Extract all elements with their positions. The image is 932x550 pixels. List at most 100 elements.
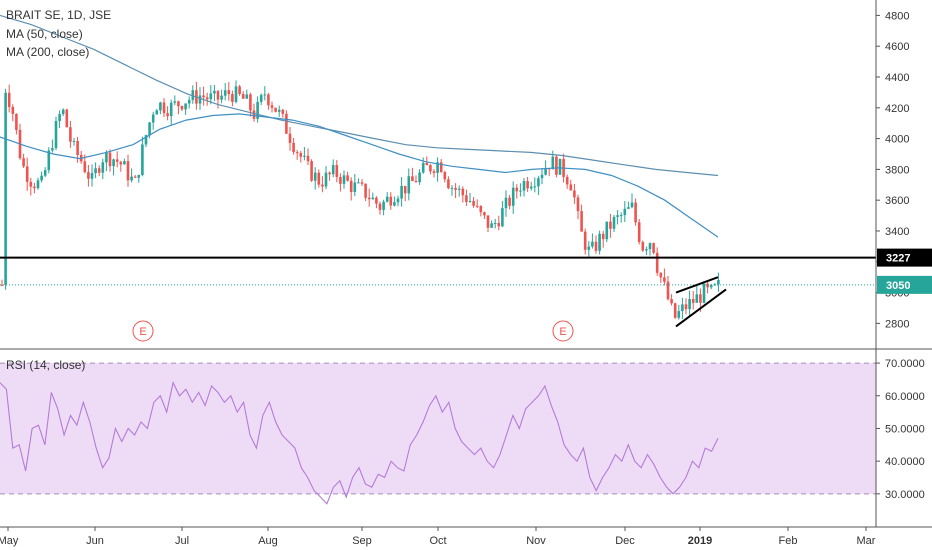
time-tick-label: Jun bbox=[86, 535, 104, 547]
candle-body bbox=[360, 182, 364, 184]
candle-body bbox=[612, 216, 616, 229]
price-tick-label: 4400 bbox=[885, 72, 909, 84]
candle-body bbox=[299, 153, 303, 157]
candle-body bbox=[274, 107, 277, 112]
rsi-tick-label: 40.0000 bbox=[885, 456, 925, 468]
rsi-tick-label: 70.0000 bbox=[885, 358, 925, 370]
candle-body bbox=[169, 102, 173, 117]
candle-body bbox=[7, 92, 11, 107]
time-tick-label: Feb bbox=[779, 535, 798, 547]
candle-body bbox=[54, 121, 58, 149]
candle-body bbox=[342, 175, 346, 184]
time-tick-label: 2019 bbox=[688, 535, 712, 547]
candle-body bbox=[515, 187, 519, 192]
candle-body bbox=[709, 284, 713, 288]
candle-body bbox=[202, 95, 205, 98]
candle-body bbox=[565, 176, 569, 185]
candle-body bbox=[580, 211, 583, 232]
price-tick-label: 4200 bbox=[885, 103, 909, 115]
candle-body bbox=[306, 155, 310, 162]
candle-body bbox=[191, 90, 195, 100]
candle-body bbox=[29, 181, 33, 187]
candle-body bbox=[22, 158, 25, 167]
earnings-marker bbox=[132, 320, 154, 342]
candle-body bbox=[483, 212, 486, 216]
candle-body bbox=[443, 172, 447, 180]
candle-body bbox=[115, 159, 119, 162]
ma50-line bbox=[0, 113, 719, 238]
candle-body bbox=[699, 294, 702, 303]
candle-body bbox=[4, 92, 7, 286]
candle-body bbox=[655, 252, 659, 273]
candle-body bbox=[486, 215, 490, 228]
candle-body bbox=[450, 187, 454, 189]
rsi-tick-label: 60.0000 bbox=[885, 391, 925, 403]
candle-body bbox=[303, 155, 306, 157]
candle-body bbox=[436, 162, 439, 173]
candle-body bbox=[630, 202, 634, 208]
candle-body bbox=[537, 178, 540, 187]
price-tick-label: 2800 bbox=[885, 318, 909, 330]
candle-body bbox=[421, 162, 425, 173]
candle-body bbox=[263, 94, 267, 96]
candle-body bbox=[213, 90, 216, 94]
candle-body bbox=[317, 172, 321, 185]
candle-body bbox=[267, 94, 270, 106]
candle-body bbox=[353, 182, 357, 193]
candle-body bbox=[684, 304, 688, 310]
candle-body bbox=[177, 101, 180, 107]
candle-body bbox=[573, 190, 576, 198]
candle-body bbox=[105, 152, 108, 163]
candle-body bbox=[281, 109, 285, 114]
candle-body bbox=[389, 196, 393, 206]
candle-body bbox=[180, 106, 184, 110]
candle-body bbox=[205, 97, 209, 100]
candle-body bbox=[634, 202, 637, 223]
candle-body bbox=[666, 281, 670, 300]
support-label-box bbox=[877, 248, 932, 267]
price-tick-label: 3600 bbox=[885, 195, 909, 207]
candle-body bbox=[256, 101, 259, 119]
candle-body bbox=[468, 200, 472, 202]
rsi-band bbox=[0, 363, 876, 494]
candle-body bbox=[108, 152, 112, 167]
price-tick-label: 4600 bbox=[885, 41, 909, 53]
candle-body bbox=[87, 172, 90, 179]
rsi-pane[interactable] bbox=[0, 362, 876, 505]
candle-body bbox=[501, 208, 504, 227]
candle-body bbox=[173, 101, 177, 103]
candle-body bbox=[83, 161, 87, 173]
candle-body bbox=[411, 176, 414, 182]
candle-body bbox=[328, 172, 331, 175]
candle-body bbox=[418, 172, 421, 183]
candle-body bbox=[295, 152, 299, 154]
candle-body bbox=[245, 94, 249, 99]
candle-body bbox=[558, 158, 562, 175]
candle-body bbox=[58, 114, 61, 122]
candle-body bbox=[461, 188, 465, 196]
candle-body bbox=[220, 95, 223, 100]
candle-body bbox=[335, 165, 339, 177]
candle-body bbox=[15, 113, 18, 130]
candle-body bbox=[645, 249, 648, 251]
candle-body bbox=[396, 198, 400, 203]
candle-body bbox=[508, 197, 511, 206]
candle-body bbox=[130, 176, 133, 181]
last-price-box bbox=[877, 275, 932, 294]
candle-body bbox=[137, 174, 141, 178]
ma200-legend: MA (200, close) bbox=[6, 45, 90, 59]
candle-body bbox=[357, 182, 360, 184]
candle-body bbox=[425, 162, 429, 166]
candle-body bbox=[277, 109, 281, 112]
candle-body bbox=[375, 197, 378, 204]
candle-body bbox=[43, 170, 47, 176]
candle-body bbox=[652, 243, 655, 253]
candle-body bbox=[454, 187, 457, 190]
candle-body bbox=[249, 94, 252, 111]
candle-body bbox=[101, 162, 105, 173]
pattern-lower-line bbox=[675, 288, 727, 328]
candle-body bbox=[493, 223, 497, 225]
candle-body bbox=[349, 180, 353, 193]
rsi-tick-label: 30.0000 bbox=[885, 489, 925, 501]
